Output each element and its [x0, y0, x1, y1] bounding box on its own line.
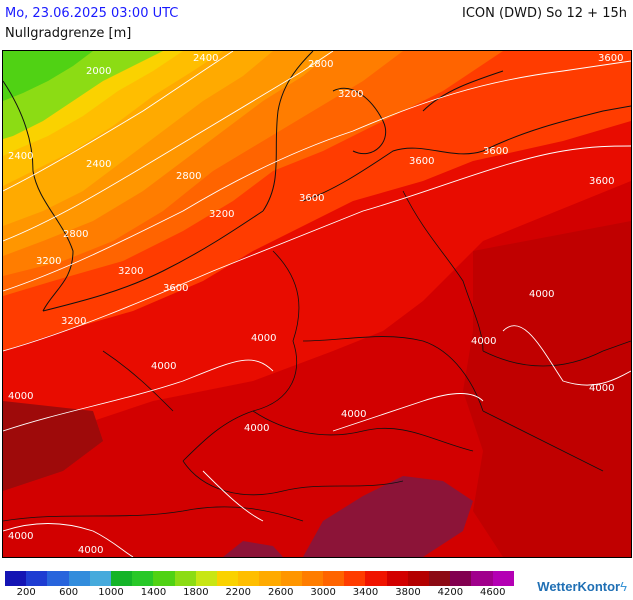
contour-label: 3600	[598, 53, 624, 64]
contour-label: 4000	[78, 545, 104, 556]
legend-swatch	[26, 571, 48, 586]
model-run-label: ICON (DWD) So 12 + 15h	[462, 6, 627, 21]
legend-swatch	[344, 571, 366, 586]
legend-swatch	[68, 571, 90, 586]
color-scale-legend	[5, 571, 514, 586]
contour-label: 2000	[86, 66, 112, 77]
legend-tick-label: 1800	[183, 587, 209, 598]
forecast-datetime: Mo, 23.06.2025 03:00 UTC	[5, 6, 179, 21]
contour-label: 3200	[61, 316, 87, 327]
legend-swatch	[111, 571, 133, 586]
contour-label: 3200	[209, 209, 235, 220]
map-canvas	[3, 51, 631, 557]
legend-swatch	[259, 571, 281, 586]
legend-swatch	[217, 571, 239, 586]
contour-label: 2400	[8, 151, 34, 162]
legend-tick-label: 2200	[225, 587, 252, 598]
legend-tick-label: 1400	[140, 587, 167, 598]
band-2000	[3, 51, 93, 101]
contour-label: 4000	[251, 333, 277, 344]
legend-swatch	[301, 571, 324, 586]
isolines	[3, 51, 631, 557]
legend-tick-label: 600	[59, 587, 79, 598]
legend-tick-label: 4600	[480, 587, 506, 598]
wetterkontor-logo[interactable]: WetterKontorϟ	[537, 579, 627, 594]
legend-swatch	[323, 571, 345, 586]
legend-swatch	[195, 571, 218, 586]
legend-swatch	[365, 571, 387, 586]
legend-swatch	[89, 571, 112, 586]
contour-label: 2800	[308, 59, 334, 70]
contour-label: 4000	[589, 383, 615, 394]
legend-swatch	[492, 571, 514, 586]
contour-label: 4000	[529, 289, 555, 300]
contour-label: 4000	[151, 361, 177, 372]
legend-swatch	[174, 571, 196, 586]
contour-label: 3600	[409, 156, 435, 167]
coastlines	[3, 51, 631, 312]
contour-label: 4000	[8, 391, 34, 402]
contour-label: 3200	[338, 89, 364, 100]
contour-label: 3600	[163, 283, 189, 294]
contour-label: 2800	[176, 171, 202, 182]
legend-tick-label: 3000	[310, 587, 336, 598]
band-4400-sw	[223, 541, 283, 557]
legend-swatch	[471, 571, 493, 586]
legend-swatch	[280, 571, 302, 586]
contour-label: 4000	[341, 409, 367, 420]
contour-label: 4000	[244, 423, 270, 434]
legend-swatch	[47, 571, 69, 586]
legend-swatch	[132, 571, 154, 586]
legend-tick-label: 1000	[98, 587, 124, 598]
variable-title: Nullgradgrenze [m]	[5, 26, 132, 41]
contour-label: 2400	[86, 159, 112, 170]
contour-label: 2400	[193, 53, 219, 64]
legend-tick-labels: 200 600 1000 1400 1800 2200 2600 3000 3400 3800 42…	[5, 587, 514, 599]
contour-label: 3600	[299, 193, 325, 204]
legend-tick-label: 3800	[395, 587, 421, 598]
contour-label: 3200	[36, 256, 62, 267]
contour-label: 3600	[483, 146, 509, 157]
map-label-layer: 2000 2400 2400 2800 2800 3200 3200 3200 …	[3, 51, 631, 557]
legend-tick-label: 3400	[352, 587, 379, 598]
band-4000-east	[463, 221, 631, 557]
legend-tick-label: 4200	[437, 587, 464, 598]
band-4400-alps	[303, 476, 473, 557]
legend-swatch	[5, 571, 27, 586]
lightning-icon: ϟ	[620, 579, 627, 594]
freezing-level-map[interactable]: 2000 2400 2400 2800 2800 3200 3200 3200 …	[2, 50, 632, 558]
country-borders	[3, 190, 631, 522]
contour-label: 3600	[589, 176, 615, 187]
contour-label: 4000	[8, 531, 34, 542]
legend-swatch	[407, 571, 430, 586]
legend-swatch	[429, 571, 451, 586]
contour-label: 4000	[471, 336, 497, 347]
legend-swatch	[153, 571, 175, 586]
legend-swatch	[450, 571, 472, 586]
legend-tick-label: 200	[16, 587, 36, 598]
legend-swatch	[386, 571, 408, 586]
contour-label: 3200	[118, 266, 144, 277]
legend-swatch	[238, 571, 260, 586]
legend-tick-label: 2600	[267, 587, 294, 598]
contour-label: 2800	[63, 229, 89, 240]
